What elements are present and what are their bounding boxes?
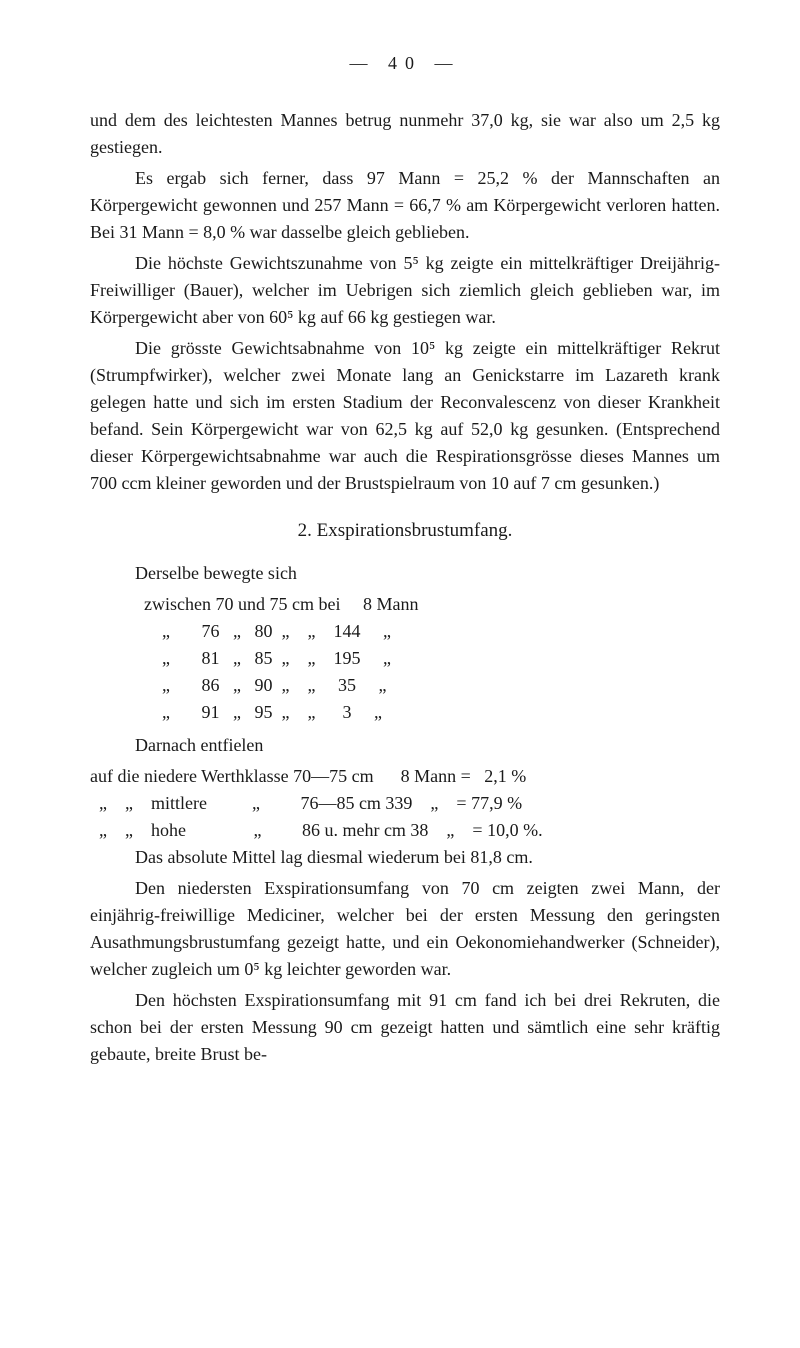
paragraph-3: Die höchste Gewichtszunahme von 5⁵ kg ze…: [90, 250, 720, 331]
table-row-2: „ 76 „ 80 „ „ 144 „: [144, 618, 720, 645]
paragraph-10: Das absolute Mittel lag diesmal wiederum…: [90, 844, 720, 871]
table-row-5: „ 91 „ 95 „ „ 3 „: [144, 699, 720, 726]
paragraph-5-intro: Derselbe bewegte sich: [90, 560, 720, 587]
page-number: — 40 —: [90, 50, 720, 77]
section-title: 2. Exspirationsbrustumfang.: [90, 517, 720, 546]
paragraph-12: Den höchsten Exspirationsumfang mit 91 c…: [90, 987, 720, 1068]
result-row-1: auf die niedere Werthklasse 70—75 cm 8 M…: [90, 763, 720, 790]
paragraph-6: Darnach entfielen: [90, 732, 720, 759]
table-row-1: zwischen 70 und 75 cm bei 8 Mann: [144, 591, 720, 618]
table-row-4: „ 86 „ 90 „ „ 35 „: [144, 672, 720, 699]
result-row-3: „ „ hohe „ 86 u. mehr cm 38 „ = 10,0 %.: [90, 817, 720, 844]
paragraph-11: Den niedersten Exspirationsumfang von 70…: [90, 875, 720, 983]
paragraph-1: und dem des leichtesten Mannes betrug nu…: [90, 107, 720, 161]
table-row-3: „ 81 „ 85 „ „ 195 „: [144, 645, 720, 672]
result-row-2: „ „ mittlere „ 76—85 cm 339 „ = 77,9 %: [90, 790, 720, 817]
paragraph-2: Es ergab sich ferner, dass 97 Mann = 25,…: [90, 165, 720, 246]
paragraph-4: Die grösste Gewichtsabnahme von 10⁵ kg z…: [90, 335, 720, 497]
